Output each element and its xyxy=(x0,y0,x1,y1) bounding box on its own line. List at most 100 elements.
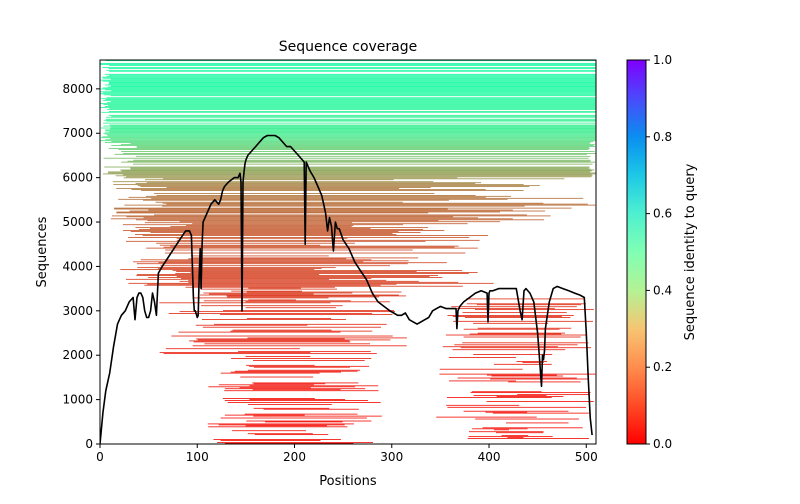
sequence-alignment-row xyxy=(164,252,466,254)
sequence-alignment-row xyxy=(447,406,587,408)
sequence-alignment-row xyxy=(490,378,588,380)
colorbar-tick-label: 0.2 xyxy=(653,360,672,374)
sequence-alignment-row xyxy=(475,418,579,420)
sequence-alignment-row xyxy=(126,240,426,242)
sequence-alignment-row xyxy=(223,310,395,312)
sequence-alignment-row xyxy=(496,432,544,434)
sequence-alignment-row xyxy=(100,127,596,129)
sequence-alignment-row xyxy=(517,394,590,396)
sequence-alignment-row xyxy=(113,184,524,186)
x-axis-label: Positions xyxy=(319,474,377,489)
sequence-alignment-row xyxy=(104,132,596,134)
sequence-alignment-row xyxy=(252,389,341,391)
sequence-alignment-row xyxy=(136,263,408,265)
x-tick-label: 0 xyxy=(96,450,104,464)
sequence-alignment-row xyxy=(105,130,596,132)
sequence-alignment-row xyxy=(452,316,562,317)
sequence-alignment-row xyxy=(476,304,582,306)
sequence-alignment-row xyxy=(106,116,596,118)
sequence-alignment-row xyxy=(137,185,540,187)
sequence-alignment-row xyxy=(219,314,393,315)
sequence-alignment-row xyxy=(131,189,486,190)
sequence-alignment-row xyxy=(109,82,596,84)
sequence-alignment-row xyxy=(208,386,356,388)
sequence-alignment-row xyxy=(108,172,596,174)
sequence-alignment-row xyxy=(101,76,596,78)
colorbar-tick-label: 0.4 xyxy=(653,283,672,297)
sequence-alignment-row xyxy=(110,138,596,140)
sequence-alignment-row xyxy=(170,245,459,247)
sequence-alignment-row xyxy=(218,384,314,386)
sequence-alignment-row xyxy=(470,392,591,394)
sequence-alignment-row xyxy=(263,408,359,410)
x-tick-label: 400 xyxy=(478,450,501,464)
sequence-alignment-row xyxy=(166,203,588,205)
sequence-alignment-row xyxy=(218,424,345,426)
sequence-alignment-row xyxy=(467,438,589,439)
sequence-alignment-row xyxy=(522,362,544,363)
sequence-alignment-row xyxy=(446,404,520,406)
sequence-alignment-row xyxy=(473,354,553,355)
sequence-alignment-row xyxy=(111,145,594,146)
sequence-alignment-row xyxy=(121,170,592,172)
sequence-alignment-row xyxy=(209,293,314,295)
sequence-alignment-row xyxy=(507,437,524,439)
sequence-alignment-row xyxy=(147,220,439,222)
sequence-alignment-row xyxy=(247,337,407,339)
sequence-alignment-row xyxy=(156,242,355,244)
sequence-alignment-row xyxy=(104,166,590,168)
sequence-alignment-row xyxy=(220,417,367,419)
sequence-alignment-row xyxy=(158,262,447,264)
sequence-alignment-row xyxy=(265,421,343,423)
sequence-alignment-row xyxy=(188,258,347,260)
sequence-alignment-row xyxy=(142,235,488,236)
sequence-alignment-row xyxy=(203,300,351,302)
sequence-alignment-row xyxy=(195,324,308,326)
sequence-alignment-row xyxy=(220,372,320,374)
sequence-alignment-row xyxy=(188,279,387,281)
sequence-alignment-row xyxy=(493,429,509,431)
sequence-alignment-row xyxy=(248,287,301,289)
sequence-alignment-row xyxy=(151,197,584,199)
sequence-alignment-row xyxy=(109,124,596,126)
sequence-alignment-row xyxy=(100,107,596,108)
sequence-alignment-row xyxy=(453,320,593,322)
y-tick-label: 0 xyxy=(85,437,93,451)
sequence-alignment-row xyxy=(179,280,419,282)
sequence-alignment-row xyxy=(232,430,306,432)
sequence-alignment-row xyxy=(485,411,528,413)
sequence-alignment-row xyxy=(106,97,596,99)
sequence-alignment-row xyxy=(463,410,569,412)
sequence-alignment-row xyxy=(137,267,336,269)
sequence-alignment-row xyxy=(120,169,595,171)
sequence-alignment-row xyxy=(245,425,327,427)
sequence-alignment-row xyxy=(508,381,581,383)
sequence-alignment-row xyxy=(106,134,596,136)
sequence-alignment-row xyxy=(454,344,578,346)
sequence-alignment-row xyxy=(136,155,591,157)
sequence-alignment-row xyxy=(176,237,348,239)
sequence-alignment-row xyxy=(107,171,590,173)
sequence-alignment-row xyxy=(246,364,315,366)
sequence-alignment-row xyxy=(127,160,591,162)
sequence-alignment-row xyxy=(123,230,445,231)
x-axis: 0 100 200 300 400 500 xyxy=(96,444,598,464)
sequence-alignment-row xyxy=(192,345,407,347)
sequence-alignment-row xyxy=(102,67,596,68)
sequence-alignment-row xyxy=(107,86,596,88)
sequence-alignment-row xyxy=(103,119,596,121)
sequence-alignment-row xyxy=(462,342,589,344)
sequence-alignment-row xyxy=(190,255,329,257)
sequence-alignment-row xyxy=(124,204,596,206)
sequence-alignment-row xyxy=(103,125,596,127)
sequence-alignment-row xyxy=(452,349,566,351)
sequence-alignment-row xyxy=(185,286,335,288)
sequence-alignment-row xyxy=(112,181,434,183)
sequence-alignment-row xyxy=(107,135,596,137)
sequence-alignment-row xyxy=(224,414,305,416)
sequence-alignment-row xyxy=(109,74,596,76)
y-axis-label: Sequences xyxy=(35,216,50,287)
sequence-alignment-row xyxy=(110,78,596,80)
y-tick-label: 5000 xyxy=(62,215,93,229)
